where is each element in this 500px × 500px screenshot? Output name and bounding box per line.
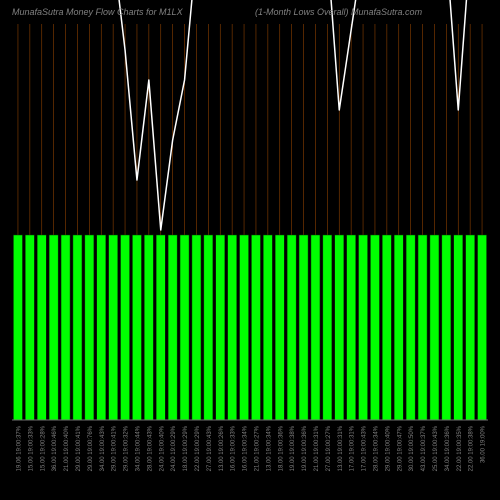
bar [204, 235, 213, 420]
x-tick-label: 21.00 19:00:27% [254, 425, 260, 471]
bar [406, 235, 415, 420]
bar [168, 235, 177, 420]
bar [263, 235, 272, 420]
x-tick-label: 34.00 19:00:44% [135, 425, 141, 471]
x-tick-label: 19.00 19:00:36% [302, 425, 308, 471]
x-tick-label: 36.00 19:00:46% [52, 425, 58, 471]
bar [466, 235, 475, 420]
x-tick-label: 15.00 19:00:33% [28, 425, 34, 471]
x-tick-label: 21.00 19:00:31% [314, 425, 320, 471]
x-tick-label: 13.00 19:00:34% [266, 425, 272, 471]
bar [251, 235, 260, 420]
x-tick-label: 34.00 19:00:36% [445, 425, 451, 471]
bar [382, 235, 391, 420]
bar [37, 235, 46, 420]
bar [109, 235, 118, 420]
bar [85, 235, 94, 420]
x-tick-label: 27.00 19:00:27% [326, 425, 332, 471]
x-tick-label: 29.00 19:00:76% [88, 425, 94, 471]
x-tick-label: 18.00 19:00:36% [278, 425, 284, 471]
bar [49, 235, 58, 420]
x-tick-label: 30.00 19:00:50% [409, 425, 415, 471]
bar [180, 235, 189, 420]
x-tick-label: 19.00 19:00:38% [290, 425, 296, 471]
x-tick-label: 19.06 19:00:37% [16, 425, 22, 471]
x-tick-label: 24.00 19:00:40% [159, 425, 165, 471]
bar [347, 235, 356, 420]
x-tick-label: 29.00 19:00:41% [112, 425, 118, 471]
bar [13, 235, 22, 420]
x-tick-label: 16.00 19:00:33% [231, 425, 237, 471]
bar [156, 235, 165, 420]
x-tick-label: 36.00 19:00% [481, 425, 487, 463]
chart-svg: 19.06 19:00:37% 15.00 19:00:33% 15.00 19:0… [0, 0, 500, 500]
x-tick-label: 17.00 19:00:31% [350, 425, 356, 471]
bar [370, 235, 379, 420]
bar [121, 235, 130, 420]
x-tick-label: 29.00 19:00:32% [124, 425, 130, 471]
bar [275, 235, 284, 420]
bar [240, 235, 249, 420]
bar [216, 235, 225, 420]
x-tick-label: 13.00 19:00:26% [219, 425, 225, 471]
x-tick-label: 24.00 19:00:29% [171, 425, 177, 471]
x-tick-label: 13.00 19:00:31% [338, 425, 344, 471]
bar [323, 235, 332, 420]
x-tick-label: 34.00 19:00:43% [100, 425, 106, 471]
bar [299, 235, 308, 420]
x-tick-label: 22.00 19:00:35% [457, 425, 463, 471]
x-tick-label: 18.00 19:00:29% [183, 425, 189, 471]
x-tick-label: 22.00 19:00:38% [469, 425, 475, 471]
x-tick-label: 29.00 19:00:47% [397, 425, 403, 471]
x-tick-label: 27.00 19:00:43% [207, 425, 213, 471]
bar [228, 235, 237, 420]
bar [478, 235, 487, 420]
x-tick-label: 21.00 19:00:40% [64, 425, 70, 471]
chart-title-left: MunafaSutra Money Flow Charts for M1LX [12, 7, 183, 17]
bar [418, 235, 427, 420]
bar [97, 235, 106, 420]
bar [144, 235, 153, 420]
bar [192, 235, 201, 420]
x-tick-label: 28.00 19:00:34% [373, 425, 379, 471]
bar [287, 235, 296, 420]
x-tick-label: 16.00 19:00:34% [243, 425, 249, 471]
x-tick-label: 22.00 19:00:29% [195, 425, 201, 471]
bar [73, 235, 82, 420]
bar [430, 235, 439, 420]
bar [25, 235, 34, 420]
x-tick-label: 29.00 19:00:40% [385, 425, 391, 471]
bar [359, 235, 368, 420]
bar [454, 235, 463, 420]
bar [335, 235, 344, 420]
bar [442, 235, 451, 420]
x-tick-label: 17.00 19:00:43% [362, 425, 368, 471]
x-tick-label: 29.00 19:00:41% [76, 425, 82, 471]
x-tick-label: 43.00 19:00:37% [421, 425, 427, 471]
x-tick-label: 28.00 19:00:43% [147, 425, 153, 471]
bar [394, 235, 403, 420]
bar [311, 235, 320, 420]
bar [132, 235, 141, 420]
x-tick-label: 15.00 19:00:28% [40, 425, 46, 471]
bar [61, 235, 70, 420]
chart-container: 19.06 19:00:37% 15.00 19:00:33% 15.00 19:0… [0, 0, 500, 500]
x-tick-label: 25.00 19:00:43% [433, 425, 439, 471]
chart-title-right: (1-Month Lows Overall) MunafaSutra.com [255, 7, 422, 17]
